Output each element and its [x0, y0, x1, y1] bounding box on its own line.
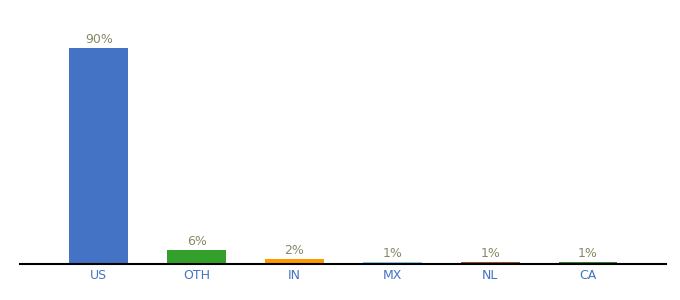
Text: 1%: 1%	[578, 247, 598, 260]
Bar	[363, 262, 422, 264]
Text: 2%: 2%	[284, 244, 305, 257]
Bar	[167, 250, 226, 264]
Bar	[559, 262, 617, 264]
Bar	[265, 259, 324, 264]
Text: 90%: 90%	[85, 33, 113, 46]
Text: 1%: 1%	[382, 247, 403, 260]
Text: 1%: 1%	[480, 247, 500, 260]
Text: 6%: 6%	[186, 235, 207, 248]
Bar	[69, 48, 128, 264]
Bar	[461, 262, 520, 264]
